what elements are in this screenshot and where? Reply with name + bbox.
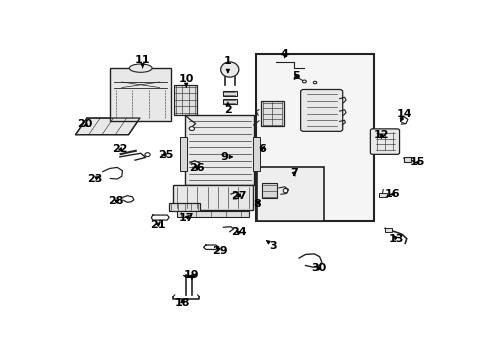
Text: 12: 12 bbox=[373, 130, 388, 140]
Text: 1: 1 bbox=[224, 56, 231, 73]
Text: 24: 24 bbox=[230, 227, 246, 237]
Bar bbox=[256, 54, 373, 221]
Ellipse shape bbox=[189, 127, 194, 131]
Text: 16: 16 bbox=[384, 189, 400, 199]
Bar bbox=[403, 157, 410, 162]
Text: 13: 13 bbox=[388, 234, 404, 244]
Bar bbox=[169, 203, 200, 211]
Bar bbox=[223, 91, 236, 96]
Text: 21: 21 bbox=[150, 220, 165, 230]
Text: 6: 6 bbox=[258, 144, 265, 153]
Text: 15: 15 bbox=[409, 157, 424, 167]
Text: 22: 22 bbox=[112, 144, 127, 153]
Bar bbox=[180, 138, 187, 171]
Bar bbox=[261, 102, 284, 126]
Text: 5: 5 bbox=[292, 72, 299, 81]
Text: 10: 10 bbox=[178, 74, 193, 87]
Text: 19: 19 bbox=[183, 270, 199, 280]
Bar bbox=[173, 185, 252, 210]
Bar bbox=[176, 211, 248, 217]
Bar bbox=[252, 138, 260, 171]
Ellipse shape bbox=[220, 62, 238, 77]
Bar bbox=[174, 85, 196, 115]
Text: 8: 8 bbox=[253, 199, 261, 209]
Ellipse shape bbox=[313, 81, 316, 84]
Text: 25: 25 bbox=[157, 150, 173, 159]
Text: 23: 23 bbox=[86, 174, 102, 184]
Polygon shape bbox=[75, 118, 140, 135]
Bar bbox=[223, 99, 236, 104]
Text: 27: 27 bbox=[231, 191, 246, 201]
Text: 18: 18 bbox=[174, 298, 190, 308]
FancyBboxPatch shape bbox=[300, 90, 342, 131]
Bar bbox=[110, 68, 171, 121]
Text: 20: 20 bbox=[77, 118, 92, 129]
Text: 17: 17 bbox=[178, 213, 194, 224]
Bar bbox=[378, 193, 386, 197]
Ellipse shape bbox=[129, 64, 152, 72]
Text: 2: 2 bbox=[224, 102, 231, 115]
Text: 7: 7 bbox=[290, 168, 298, 179]
Text: 11: 11 bbox=[135, 55, 150, 68]
Text: 9: 9 bbox=[220, 152, 232, 162]
Text: 4: 4 bbox=[280, 49, 288, 59]
Bar bbox=[384, 228, 391, 232]
Text: 26: 26 bbox=[188, 163, 204, 173]
Ellipse shape bbox=[283, 188, 287, 193]
Text: 14: 14 bbox=[395, 109, 411, 122]
Ellipse shape bbox=[302, 80, 305, 83]
Text: 30: 30 bbox=[310, 263, 326, 273]
Bar bbox=[257, 167, 323, 221]
FancyBboxPatch shape bbox=[369, 129, 399, 154]
Bar bbox=[185, 115, 254, 185]
Text: 28: 28 bbox=[108, 196, 123, 206]
Text: 29: 29 bbox=[211, 246, 227, 256]
Text: 3: 3 bbox=[266, 240, 277, 251]
Bar bbox=[262, 183, 277, 198]
Ellipse shape bbox=[144, 153, 150, 157]
